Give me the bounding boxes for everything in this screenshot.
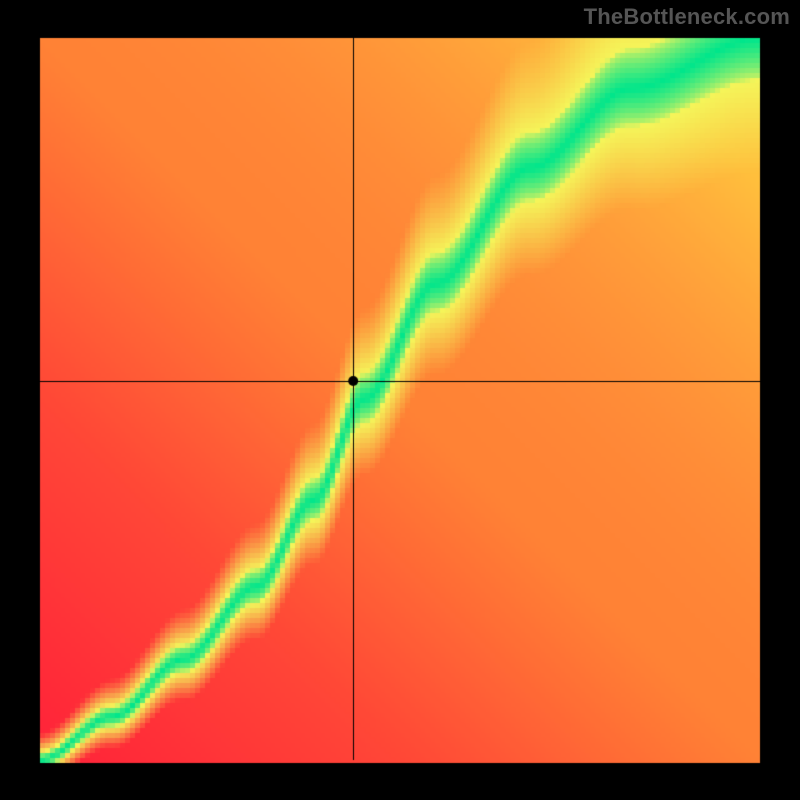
heatmap-canvas xyxy=(0,0,800,800)
watermark-text: TheBottleneck.com xyxy=(584,4,790,30)
chart-root: TheBottleneck.com xyxy=(0,0,800,800)
